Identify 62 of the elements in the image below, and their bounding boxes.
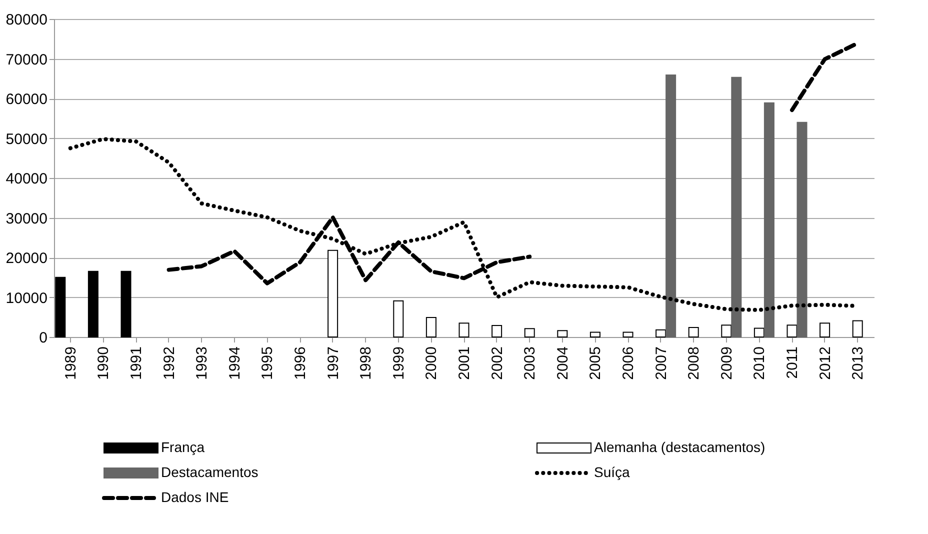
bar (754, 328, 764, 338)
legend-label: Destacamentos (161, 464, 258, 480)
bar (731, 76, 742, 338)
legend-label: Suíça (594, 464, 630, 480)
x-tick-label: 1991 (128, 346, 145, 380)
bar (622, 332, 634, 338)
x-tick-label: 2003 (522, 346, 539, 380)
bar (796, 122, 808, 338)
bar (852, 320, 863, 338)
bar (458, 322, 470, 338)
y-tick-label: 0 (39, 330, 48, 346)
x-tick-label: 2007 (652, 346, 670, 380)
x-tick-label: 1993 (194, 346, 211, 380)
y-tick-label: 70000 (6, 51, 48, 68)
x-tick-label: 2006 (620, 346, 637, 380)
y-tick-label: 50000 (6, 130, 48, 148)
x-tick-label: 1998 (358, 346, 375, 380)
bar (88, 270, 98, 338)
x-tick-label: 2012 (816, 346, 834, 380)
bar (393, 300, 404, 338)
x-tick-label: 1996 (292, 346, 309, 380)
bar (524, 328, 535, 338)
y-tick-label: 10000 (6, 290, 48, 307)
bar (688, 326, 699, 338)
bar (426, 317, 436, 338)
x-tick-label: 1997 (324, 346, 342, 380)
x-tick-label: 2004 (554, 346, 572, 380)
x-tick-label: 2008 (686, 346, 703, 380)
x-tick-label: 1999 (390, 346, 408, 380)
bar (666, 74, 676, 338)
x-tick-label: 2013 (850, 346, 867, 380)
y-tick-label: 30000 (6, 210, 48, 228)
x-tick-label: 2011 (784, 346, 801, 379)
bar (764, 102, 774, 338)
x-tick-label: 2001 (456, 346, 473, 380)
bar (492, 324, 502, 338)
x-tick-label: 2005 (587, 346, 604, 380)
x-tick-label: 1989 (62, 346, 80, 380)
legend-label: Alemanha (destacamentos) (594, 439, 766, 455)
y-tick-label: 40000 (6, 170, 48, 188)
bar (590, 332, 600, 338)
y-tick-label: 60000 (6, 91, 48, 108)
legend-label: Dados INE (161, 489, 229, 505)
bar (786, 324, 798, 338)
bar (557, 330, 568, 338)
x-tick-label: 1990 (95, 346, 112, 380)
x-tick-label: 1994 (226, 346, 244, 380)
x-tick-label: 2010 (751, 346, 768, 380)
y-tick-label: 80000 (6, 12, 48, 28)
bar (721, 324, 732, 338)
x-tick-label: 1995 (259, 346, 276, 380)
x-tick-label: 2000 (423, 346, 440, 380)
bar (656, 329, 666, 338)
y-tick-label: 20000 (6, 250, 48, 267)
bar (120, 270, 132, 338)
x-tick-label: 1992 (160, 346, 178, 380)
bar (820, 322, 830, 338)
x-tick-label: 2002 (488, 346, 506, 380)
legend-label: França (161, 439, 205, 455)
bar (328, 250, 338, 338)
x-tick-label: 2009 (718, 346, 736, 380)
bar (55, 276, 66, 338)
